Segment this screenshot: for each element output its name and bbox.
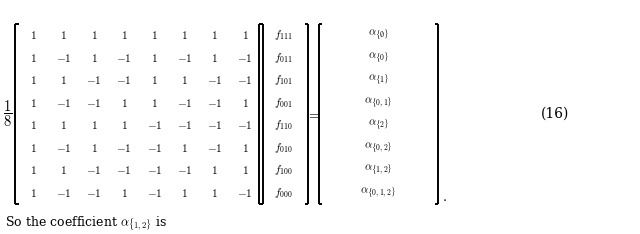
- Text: $-1$: $-1$: [147, 187, 162, 199]
- Text: $-1$: $-1$: [177, 119, 193, 131]
- Text: $1$: $1$: [211, 29, 218, 41]
- Text: $.$: $.$: [442, 190, 447, 204]
- Text: $1$: $1$: [91, 119, 97, 131]
- Text: $\alpha_{\{0,1,2\}}$: $\alpha_{\{0,1,2\}}$: [360, 186, 397, 200]
- Text: $1$: $1$: [60, 74, 67, 86]
- Text: $1$: $1$: [121, 97, 127, 109]
- Text: $1$: $1$: [91, 29, 97, 41]
- Text: $-1$: $-1$: [56, 187, 72, 199]
- Text: $1$: $1$: [181, 29, 188, 41]
- Text: $-1$: $-1$: [86, 164, 102, 176]
- Text: $f_{010}$: $f_{010}$: [275, 141, 293, 155]
- Text: $1$: $1$: [151, 97, 157, 109]
- Text: $f_{110}$: $f_{110}$: [275, 118, 293, 132]
- Text: $-1$: $-1$: [56, 97, 72, 109]
- Text: $1$: $1$: [121, 29, 127, 41]
- Text: $f_{011}$: $f_{011}$: [275, 51, 293, 65]
- Text: $-1$: $-1$: [237, 187, 253, 199]
- Text: $1$: $1$: [121, 119, 127, 131]
- Text: $1$: $1$: [91, 142, 97, 154]
- Text: $1$: $1$: [181, 187, 188, 199]
- Text: $1$: $1$: [241, 142, 248, 154]
- Text: $-1$: $-1$: [147, 142, 162, 154]
- Text: $-1$: $-1$: [147, 119, 162, 131]
- Text: $-1$: $-1$: [56, 52, 72, 64]
- Text: $1$: $1$: [91, 52, 97, 64]
- Text: $-1$: $-1$: [237, 52, 253, 64]
- Text: $\alpha_{\{0,2\}}$: $\alpha_{\{0,2\}}$: [364, 141, 393, 155]
- Text: $-1$: $-1$: [116, 52, 132, 64]
- Text: $-1$: $-1$: [86, 97, 102, 109]
- Text: $-1$: $-1$: [237, 119, 253, 131]
- Text: $-1$: $-1$: [177, 52, 193, 64]
- Text: $1$: $1$: [151, 29, 157, 41]
- Text: $-1$: $-1$: [207, 97, 223, 109]
- Text: $\dfrac{1}{8}$: $\dfrac{1}{8}$: [3, 99, 12, 129]
- Text: So the coefficient $\alpha_{\{1,2\}}$ is: So the coefficient $\alpha_{\{1,2\}}$ is: [5, 215, 168, 233]
- Text: $1$: $1$: [211, 52, 218, 64]
- Text: $1$: $1$: [60, 119, 67, 131]
- Text: $f_{000}$: $f_{000}$: [275, 186, 293, 200]
- Text: $\alpha_{\{1,2\}}$: $\alpha_{\{1,2\}}$: [364, 163, 393, 177]
- Text: $-1$: $-1$: [116, 74, 132, 86]
- Text: $1$: $1$: [30, 52, 37, 64]
- Text: $1$: $1$: [241, 164, 248, 176]
- Text: $\alpha_{\{1\}}$: $\alpha_{\{1\}}$: [368, 73, 389, 87]
- Text: $\alpha_{\{0,1\}}$: $\alpha_{\{0,1\}}$: [364, 96, 393, 110]
- Text: $-1$: $-1$: [116, 142, 132, 154]
- Text: $1$: $1$: [181, 142, 188, 154]
- Text: $1$: $1$: [30, 97, 37, 109]
- Text: $1$: $1$: [151, 74, 157, 86]
- Text: $-1$: $-1$: [177, 164, 193, 176]
- Text: $f_{001}$: $f_{001}$: [275, 96, 293, 110]
- Text: $1$: $1$: [60, 164, 67, 176]
- Text: $1$: $1$: [211, 164, 218, 176]
- Text: $f_{111}$: $f_{111}$: [275, 28, 293, 42]
- Text: $1$: $1$: [30, 119, 37, 131]
- Text: $-1$: $-1$: [56, 142, 72, 154]
- Text: $-1$: $-1$: [237, 74, 253, 86]
- Text: $1$: $1$: [241, 29, 248, 41]
- Text: $1$: $1$: [151, 52, 157, 64]
- Text: $-1$: $-1$: [207, 119, 223, 131]
- Text: $1$: $1$: [241, 97, 248, 109]
- Text: $-1$: $-1$: [86, 187, 102, 199]
- Text: $f_{101}$: $f_{101}$: [275, 73, 293, 87]
- Text: $1$: $1$: [30, 187, 37, 199]
- Text: $-1$: $-1$: [177, 97, 193, 109]
- Text: $1$: $1$: [30, 74, 37, 86]
- Text: $-1$: $-1$: [147, 164, 162, 176]
- Text: $\alpha_{\{\emptyset\}}$: $\alpha_{\{\emptyset\}}$: [368, 28, 389, 42]
- Text: $=$: $=$: [306, 107, 321, 121]
- Text: $-1$: $-1$: [207, 142, 223, 154]
- Text: $1$: $1$: [181, 74, 188, 86]
- Text: $f_{100}$: $f_{100}$: [275, 163, 293, 177]
- Text: $-1$: $-1$: [207, 74, 223, 86]
- Text: $1$: $1$: [30, 164, 37, 176]
- Text: (16): (16): [541, 107, 569, 121]
- Text: $\alpha_{\{2\}}$: $\alpha_{\{2\}}$: [368, 118, 389, 132]
- Text: $1$: $1$: [60, 29, 67, 41]
- Text: $1$: $1$: [211, 187, 218, 199]
- Text: $-1$: $-1$: [86, 74, 102, 86]
- Text: $-1$: $-1$: [116, 164, 132, 176]
- Text: $\alpha_{\{0\}}$: $\alpha_{\{0\}}$: [368, 51, 389, 65]
- Text: $1$: $1$: [30, 29, 37, 41]
- Text: $1$: $1$: [121, 187, 127, 199]
- Text: $1$: $1$: [30, 142, 37, 154]
